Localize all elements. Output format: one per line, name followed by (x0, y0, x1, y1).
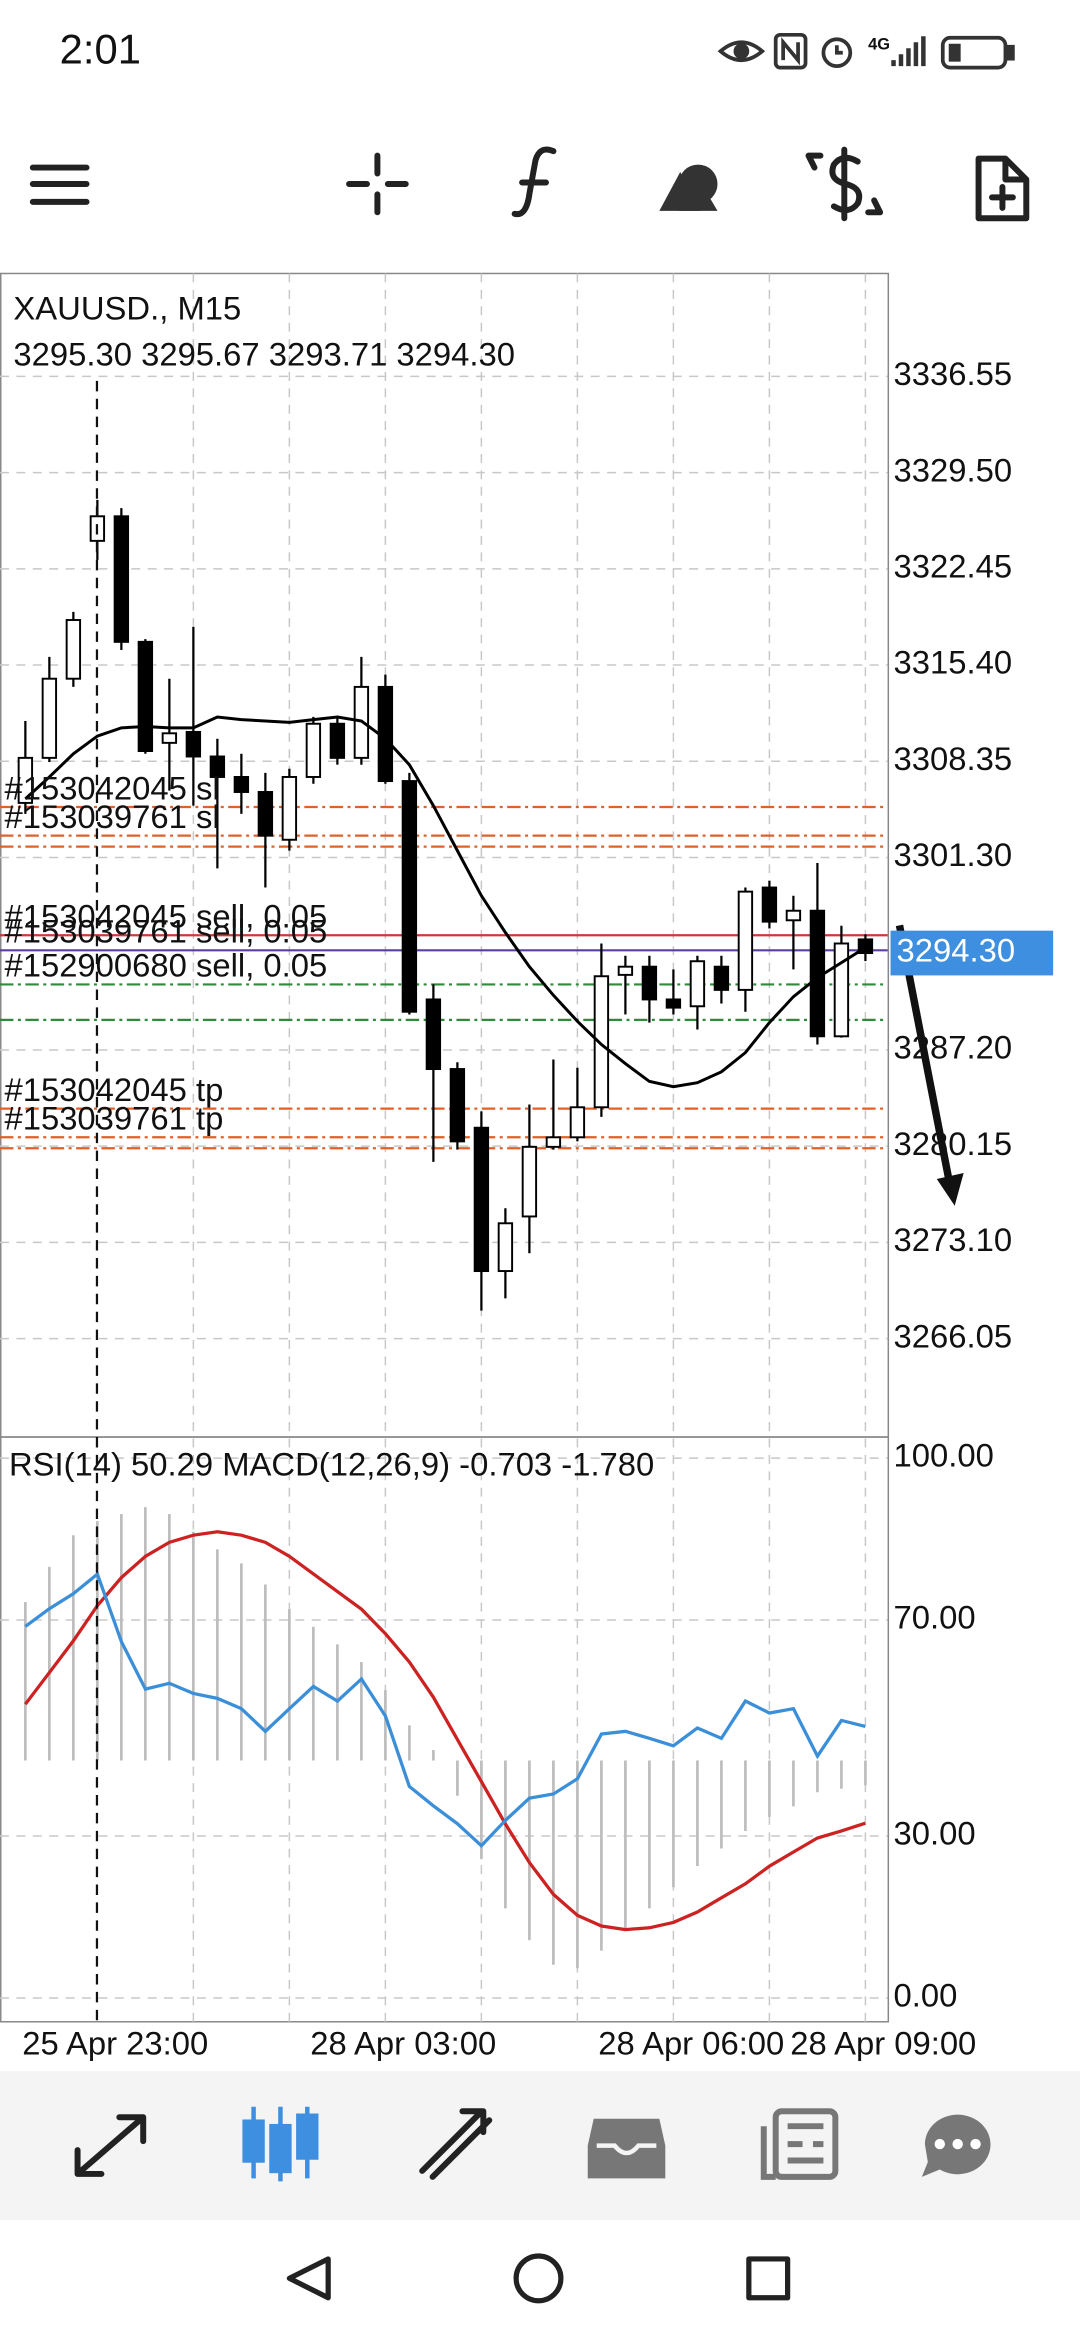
candle-body (329, 722, 346, 759)
order-label: #153039761 sl (4, 798, 219, 835)
indicator-panel-frame (0, 1436, 890, 2023)
macd-signal-line (24, 1530, 866, 1932)
order-label: #153042045 tp (4, 1071, 223, 1108)
candle-body (233, 776, 250, 793)
candle-body (641, 965, 658, 1001)
price-tick-label: 3266.05 (894, 1317, 1013, 1354)
moving-average-line (24, 715, 867, 1089)
order-label: #152900680 sell, 0.05 (4, 947, 327, 984)
time-label: 28 Apr 09:00 (790, 2024, 976, 2061)
menu-button[interactable] (29, 164, 90, 205)
candle-body (761, 886, 778, 923)
recents-button[interactable] (746, 2256, 791, 2301)
price-tick-label: 3322.45 (894, 548, 1013, 585)
candle-body (473, 1126, 490, 1273)
tab-trade[interactable] (419, 2108, 493, 2180)
indicator-tick-label: 0.00 (894, 1977, 958, 2014)
price-tick-label: 3287.20 (894, 1029, 1013, 1066)
candle-body (257, 791, 274, 837)
price-tick-label: 3280.15 (894, 1125, 1013, 1162)
candle-body (65, 619, 82, 680)
candle-body (713, 965, 730, 991)
order-label: #153042045 sl (4, 769, 219, 806)
order-label: #153042045 sell, 0.05 (4, 898, 327, 935)
order-label: #153039761 tp (4, 1100, 223, 1137)
candle-body (833, 942, 850, 1038)
indicator-tick-label: 100.00 (894, 1437, 994, 1474)
current-price-box (890, 930, 1054, 976)
indicator-tick-label: 30.00 (894, 1815, 976, 1852)
rsi-line (24, 1571, 866, 1849)
chart-ohlc: 3295.30 3295.67 3293.71 3294.30 (13, 336, 515, 373)
candle-body (785, 909, 802, 922)
candle-body (17, 756, 34, 804)
candle-body (185, 730, 202, 758)
candle-body (401, 780, 418, 1013)
price-tick-label: 3336.55 (894, 355, 1013, 392)
candle-body (689, 960, 706, 1008)
indicator-tick-label: 70.00 (894, 1599, 976, 1636)
candle-body (281, 776, 298, 841)
candle-body (497, 1222, 514, 1273)
objects-button[interactable] (659, 164, 718, 211)
system-nav (286, 2253, 791, 2304)
time-label: 25 Apr 23:00 (22, 2024, 208, 2061)
toolbar (29, 146, 1030, 222)
candle-body (41, 677, 58, 759)
candle-body (113, 515, 130, 643)
candle-body (305, 722, 322, 778)
chart-symbol: XAUUSD., M15 (13, 289, 241, 326)
candle-body (617, 965, 634, 976)
price-tick-label: 3329.50 (894, 451, 1013, 488)
tab-quotes[interactable] (74, 2114, 147, 2177)
trade-button[interactable] (805, 146, 884, 222)
indicator-title: RSI(14) 50.29 MACD(12,26,9) -0.703 -1.78… (9, 1446, 654, 1483)
price-tick-label: 3273.10 (894, 1221, 1013, 1258)
new-order-button[interactable] (975, 155, 1030, 222)
candle-body (449, 1068, 466, 1143)
back-button[interactable] (286, 2256, 331, 2301)
candle-body (425, 998, 442, 1071)
candle-body (665, 998, 682, 1009)
price-tick-label: 3315.40 (894, 644, 1013, 681)
tab-bar (0, 2070, 1080, 2221)
indicators-button[interactable] (511, 146, 557, 218)
candle-body (161, 732, 178, 744)
candle-body (593, 975, 610, 1109)
candle-body (209, 755, 226, 778)
time-label: 28 Apr 03:00 (310, 2024, 496, 2061)
order-label: #153039761 sell, 0.05 (4, 913, 327, 950)
candle-body (737, 890, 754, 991)
plot-layer (0, 273, 888, 2022)
candle-body (137, 640, 154, 753)
home-button[interactable] (513, 2253, 564, 2304)
candle-body (545, 1136, 562, 1148)
network-type: 4G (868, 36, 890, 54)
status-time: 2:01 (60, 26, 141, 73)
tab-chart[interactable] (242, 2106, 319, 2182)
crosshair-button[interactable] (346, 152, 409, 216)
price-tick-label: 3301.30 (894, 836, 1013, 873)
tab-chat[interactable] (921, 2114, 991, 2177)
tab-history[interactable] (587, 2118, 666, 2179)
price-tick-label: 3308.35 (894, 740, 1013, 777)
candle-body (569, 1106, 586, 1139)
status-icons (717, 32, 1015, 70)
candle-body (521, 1145, 538, 1218)
current-price-label: 3294.30 (897, 932, 1016, 969)
time-label: 28 Apr 06:00 (598, 2024, 784, 2061)
tab-news[interactable] (760, 2108, 839, 2180)
